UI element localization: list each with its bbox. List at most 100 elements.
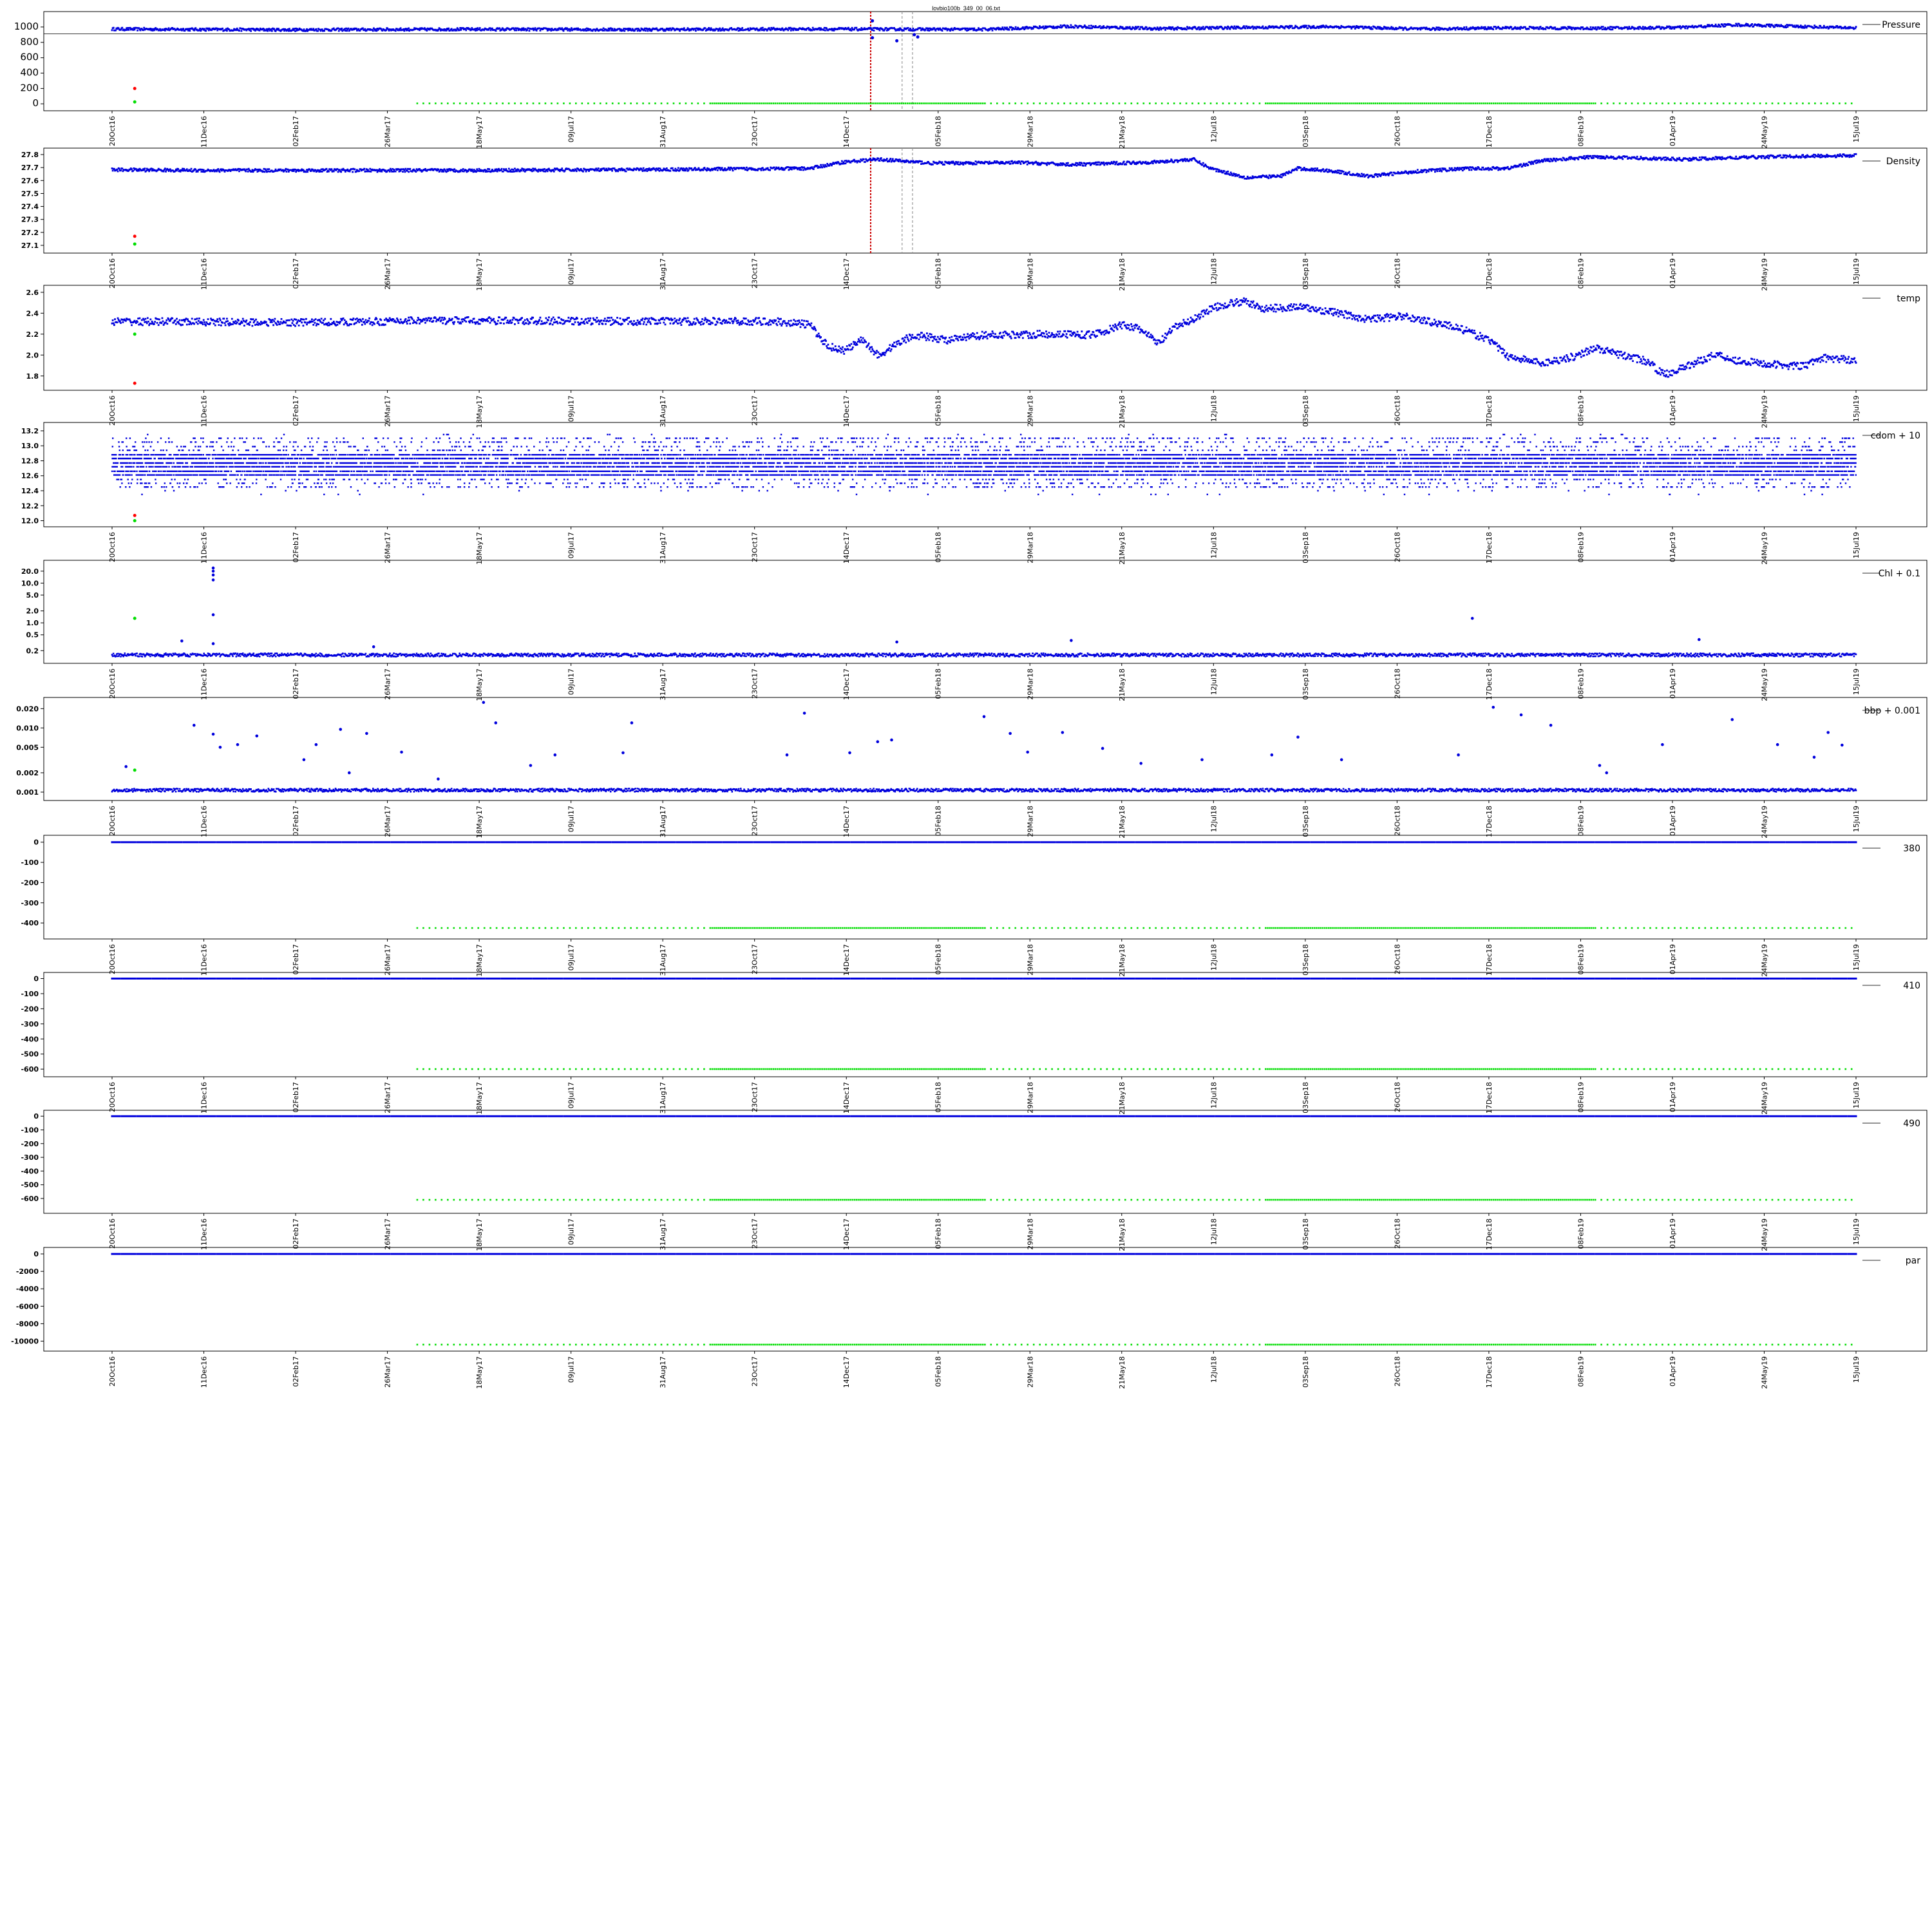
flag-point-red <box>133 86 137 90</box>
x-tick-label: 31Aug17 <box>659 395 667 427</box>
x-tick-label: 15Jul19 <box>1852 395 1861 422</box>
x-tick-label: 26Mar17 <box>384 1218 392 1250</box>
panel-6: 0.001 0.002 0.005 0.010 0.020 20Oct16 11Dec16 0… <box>16 697 1927 838</box>
x-tick-label: 24May19 <box>1760 1218 1768 1251</box>
flag-point-green <box>133 242 137 246</box>
x-tick-label: 29Mar18 <box>1026 1356 1034 1388</box>
data-point-outlier <box>211 613 215 616</box>
x-tick-label: 12Jul18 <box>1209 258 1218 285</box>
x-tick-label: 15Jul19 <box>1852 806 1861 832</box>
data-series-main <box>111 153 1857 180</box>
x-tick-label: 17Dec18 <box>1485 1082 1493 1113</box>
x-tick-label: 03Sep18 <box>1302 116 1310 147</box>
x-tick-label: 02Feb17 <box>292 532 300 562</box>
x-tick-label: 20Oct16 <box>108 258 117 289</box>
x-tick-label: 23Oct17 <box>751 944 759 974</box>
x-tick-label: 17Dec18 <box>1485 1218 1493 1250</box>
x-tick-label: 05Feb18 <box>934 944 943 974</box>
x-tick-label: 01Apr19 <box>1669 668 1677 699</box>
x-tick-label: 26Oct18 <box>1393 532 1401 562</box>
x-tick-label: 02Feb17 <box>292 668 300 699</box>
x-tick-label: 24May19 <box>1760 116 1768 149</box>
x-tick-label: 20Oct16 <box>108 532 117 562</box>
panel-10: -10000 -8000 -6000 -4000 -2000 0 20Oct16 11Dec1… <box>11 1247 1927 1389</box>
data-point-outlier <box>871 36 875 40</box>
x-tick-label: 23Oct17 <box>751 116 759 146</box>
data-point-outlier <box>1776 743 1779 746</box>
x-tick-label: 29Mar18 <box>1026 1082 1034 1113</box>
x-tick-label: 29Mar18 <box>1026 116 1034 147</box>
x-tick-label: 01Apr19 <box>1669 944 1677 974</box>
data-point-outlier <box>802 712 806 715</box>
x-tick-label: 18May17 <box>475 668 484 701</box>
data-point-outlier <box>1270 753 1274 757</box>
x-tick-label: 24May19 <box>1760 1082 1768 1115</box>
x-tick-label: 26Mar17 <box>384 532 392 564</box>
x-tick-label: 08Feb19 <box>1577 1082 1585 1112</box>
x-tick-label: 29Mar18 <box>1026 1218 1034 1250</box>
flag-series-green <box>416 102 1853 104</box>
y-tick-label: 0.005 <box>16 743 39 752</box>
legend-label: bbp + 0.001 <box>1864 706 1920 716</box>
x-tick-label: 15Jul19 <box>1852 1356 1861 1383</box>
y-tick-label: 0 <box>32 97 39 109</box>
x-tick-label: 21May18 <box>1118 395 1126 428</box>
y-tick-label: -300 <box>21 899 39 907</box>
data-point-outlier <box>1549 723 1553 727</box>
figure-title: lovbio100b_349_00_06.txt <box>932 5 1000 12</box>
data-point-outlier <box>314 743 318 746</box>
data-point-outlier <box>1519 713 1523 717</box>
y-tick-label: 10.0 <box>21 579 39 587</box>
x-tick-label: 18May17 <box>475 1218 484 1251</box>
x-tick-label: 20Oct16 <box>108 1218 117 1249</box>
x-tick-label: 02Feb17 <box>292 258 300 289</box>
y-tick-label: -400 <box>21 1167 39 1175</box>
x-tick-label: 12Jul18 <box>1209 1356 1218 1383</box>
x-tick-label: 08Feb19 <box>1577 395 1585 426</box>
data-series-main <box>111 788 1857 793</box>
flag-point-green <box>133 332 137 336</box>
data-point-outlier <box>302 758 306 761</box>
x-tick-label: 01Apr19 <box>1669 116 1677 146</box>
x-tick-label: 14Dec17 <box>842 1356 851 1388</box>
x-tick-label: 31Aug17 <box>659 1218 667 1250</box>
panel-2: 27.1 27.2 27.3 27.4 27.5 27.6 27.7 27.8 20Oct16 1… <box>21 147 1927 291</box>
flag-point-red <box>133 513 137 517</box>
x-tick-label: 21May18 <box>1118 806 1126 838</box>
y-tick-label: 20.0 <box>21 567 39 576</box>
x-tick-label: 08Feb19 <box>1577 1218 1585 1249</box>
x-tick-label: 12Jul18 <box>1209 1082 1218 1108</box>
x-tick-label: 26Oct18 <box>1393 1218 1401 1249</box>
data-point-outlier <box>1009 732 1012 735</box>
x-tick-label: 17Dec18 <box>1485 258 1493 290</box>
x-tick-label: 29Mar18 <box>1026 532 1034 564</box>
x-tick-label: 12Jul18 <box>1209 806 1218 832</box>
data-point-outlier <box>192 723 196 727</box>
data-point-outlier <box>211 642 215 645</box>
x-tick-label: 02Feb17 <box>292 1356 300 1387</box>
legend-label: 490 <box>1903 1119 1920 1129</box>
x-tick-label: 23Oct17 <box>751 395 759 426</box>
y-tick-label: -600 <box>21 1195 39 1203</box>
y-tick-label: 0.2 <box>26 647 39 655</box>
data-point-outlier <box>916 35 920 39</box>
data-point-outlier <box>1026 750 1029 754</box>
x-tick-label: 11Dec16 <box>200 116 209 147</box>
y-tick-label: 12.8 <box>21 457 39 465</box>
data-series-main <box>111 1115 1857 1117</box>
x-tick-label: 29Mar18 <box>1026 395 1034 427</box>
data-point-outlier <box>1296 735 1300 739</box>
x-tick-label: 17Dec18 <box>1485 806 1493 837</box>
data-point-outlier <box>895 39 899 43</box>
x-tick-label: 26Oct18 <box>1393 1082 1401 1112</box>
y-tick-label: 0.001 <box>16 788 39 797</box>
y-tick-label: 27.4 <box>21 203 39 211</box>
x-tick-label: 26Oct18 <box>1393 116 1401 146</box>
y-tick-label: 2.6 <box>26 289 39 297</box>
data-point-outlier <box>372 645 375 649</box>
x-tick-label: 26Mar17 <box>384 944 392 976</box>
y-tick-label: 27.7 <box>21 164 39 172</box>
x-tick-label: 01Apr19 <box>1669 258 1677 289</box>
x-tick-label: 20Oct16 <box>108 668 117 699</box>
data-point-outlier <box>630 721 634 724</box>
